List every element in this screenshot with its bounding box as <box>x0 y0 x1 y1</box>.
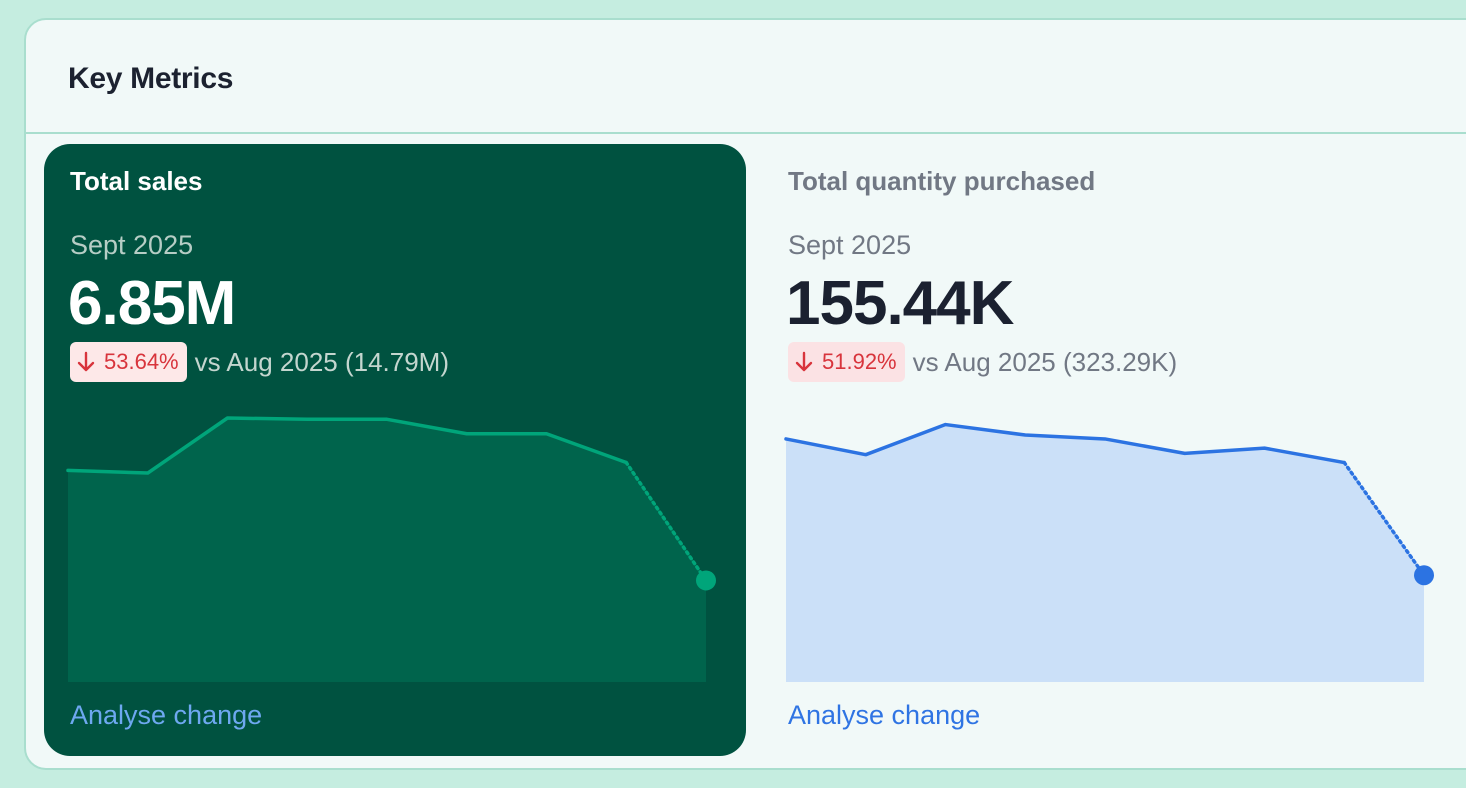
compare-text: vs Aug 2025 (323.29K) <box>912 346 1178 377</box>
metric-card-value: 155.44K <box>786 269 1014 338</box>
change-row: 53.64% vs Aug 2025 (14.79M) <box>70 342 449 382</box>
analyse-change-link[interactable]: Analyse change <box>788 700 981 730</box>
metric-card-value: 6.85M <box>68 269 236 338</box>
change-badge: 53.64% <box>70 342 187 382</box>
sparkline-area <box>68 418 706 682</box>
arrow-down-icon <box>77 351 95 372</box>
metric-card-total-quantity[interactable]: Total quantity purchased Sept 2025 155.4… <box>762 144 1464 756</box>
sparkline-line <box>66 416 628 475</box>
sparkline-chart <box>784 422 1434 682</box>
sparkline-line <box>784 422 1346 465</box>
sparkline-end-point <box>1414 565 1434 586</box>
sparkline-projection <box>624 460 708 583</box>
change-row: 51.92% vs Aug 2025 (323.29K) <box>788 342 1177 382</box>
change-badge: 51.92% <box>788 342 905 382</box>
compare-text: vs Aug 2025 (14.79M) <box>194 346 450 377</box>
change-percent: 53.64% <box>104 349 179 374</box>
metric-card-period: Sept 2025 <box>788 230 912 260</box>
metric-card-total-sales[interactable]: Total sales Sept 2025 6.85M 53.64% vs Au… <box>44 144 746 756</box>
panel-header: Key Metrics <box>26 20 1466 134</box>
metric-card-period: Sept 2025 <box>70 230 194 260</box>
arrow-down-icon <box>795 351 813 372</box>
sparkline-projection <box>1342 460 1426 577</box>
analyse-change-link[interactable]: Analyse change <box>70 700 263 730</box>
sparkline-end-point <box>696 570 716 591</box>
metric-card-title: Total quantity purchased <box>788 166 1096 196</box>
sparkline-area <box>786 424 1424 682</box>
key-metrics-panel: Key Metrics Total sales Sept 2025 6.85M … <box>24 18 1466 770</box>
panel-title: Key Metrics <box>68 62 234 95</box>
metric-card-title: Total sales <box>70 166 203 196</box>
sparkline-chart <box>66 416 716 682</box>
change-percent: 51.92% <box>822 349 897 374</box>
